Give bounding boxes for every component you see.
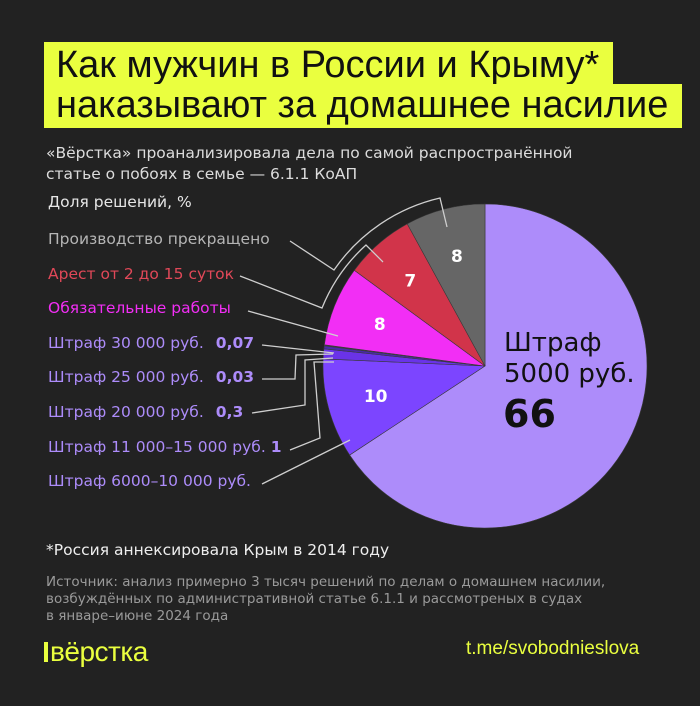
legend-item-value: 0,03 bbox=[215, 368, 255, 387]
legend-item: Штраф 11 000–15 000 руб. 1 bbox=[48, 438, 282, 473]
slice-label: 7 bbox=[404, 272, 416, 292]
source-line-1: Источник: анализ примерно 3 тысяч решени… bbox=[46, 574, 606, 590]
logo-text: вёрстка bbox=[50, 636, 148, 667]
leader-line-6000 bbox=[261, 439, 351, 485]
legend-item: Штраф 30 000 руб. 0,07 bbox=[48, 334, 282, 369]
leader-line-25000 bbox=[262, 353, 334, 380]
slice-label: 8 bbox=[451, 247, 463, 267]
leader-line-30000 bbox=[261, 344, 335, 354]
legend-item-label: Штраф 20 000 руб. bbox=[48, 402, 204, 421]
legend-item-label: Штраф 25 000 руб. bbox=[48, 368, 204, 387]
slice-label: 10 bbox=[364, 387, 388, 407]
title-line-1: Как мужчин в России и Крыму* bbox=[44, 42, 614, 86]
legend-item-label: Обязательные работы bbox=[48, 299, 231, 318]
source-line-3: в январе–июне 2024 года bbox=[46, 608, 229, 624]
big-label-name-1: Штраф bbox=[504, 328, 602, 358]
footnote: *Россия аннексировала Крым в 2014 году bbox=[46, 541, 390, 559]
legend-item-value: 0,07 bbox=[215, 333, 255, 352]
subtitle-line-2: статье о побоях в семье — 6.1.1 КоАП bbox=[46, 165, 358, 183]
legend-item: Производство прекращено bbox=[48, 230, 282, 265]
slice-label: 8 bbox=[374, 315, 386, 335]
legend-item-label: Штраф 30 000 руб. bbox=[48, 333, 204, 352]
big-label-name-2: 5000 руб. bbox=[504, 359, 635, 389]
legend: Производство прекращено Арест от 2 до 15 … bbox=[48, 230, 282, 507]
leader-line-community-work bbox=[247, 310, 339, 337]
legend-item-label: Штраф 11 000–15 000 руб. bbox=[48, 437, 266, 456]
leader-line-terminated bbox=[289, 197, 448, 271]
chart-title: Доля решений, % bbox=[48, 193, 192, 211]
telegram-link[interactable]: t.me/svobodnieslova bbox=[466, 638, 640, 659]
legend-item-label: Производство прекращено bbox=[48, 230, 270, 248]
leader-line-11000 bbox=[289, 361, 334, 451]
subtitle-line-1: «Вёрстка» проанализировала дела по самой… bbox=[46, 144, 573, 162]
leader-line-arrest bbox=[239, 244, 384, 309]
legend-item: Штраф 25 000 руб. 0,03 bbox=[48, 368, 282, 403]
leader-line-20000 bbox=[251, 357, 334, 414]
legend-item-value: 0,3 bbox=[215, 402, 244, 421]
legend-item-label: Штраф 6000–10 000 руб. bbox=[48, 472, 251, 491]
legend-item: Арест от 2 до 15 суток bbox=[48, 265, 282, 300]
legend-item-label: Арест от 2 до 15 суток bbox=[48, 264, 235, 283]
big-label-value: 66 bbox=[503, 392, 556, 436]
source-line-2: возбуждённых по административной статье … bbox=[46, 591, 583, 607]
legend-item: Штраф 20 000 руб. 0,3 bbox=[48, 403, 282, 438]
pie-slice bbox=[349, 203, 648, 529]
pie-slice bbox=[406, 203, 486, 367]
title-line-2: наказывают за домашнее насилие bbox=[44, 84, 683, 128]
logo: вёрстка bbox=[44, 636, 148, 668]
legend-item-value: 1 bbox=[270, 437, 282, 456]
logo-mark-icon bbox=[44, 642, 48, 662]
legend-item: Обязательные работы bbox=[48, 299, 282, 334]
legend-item: Штраф 6000–10 000 руб. bbox=[48, 472, 282, 507]
